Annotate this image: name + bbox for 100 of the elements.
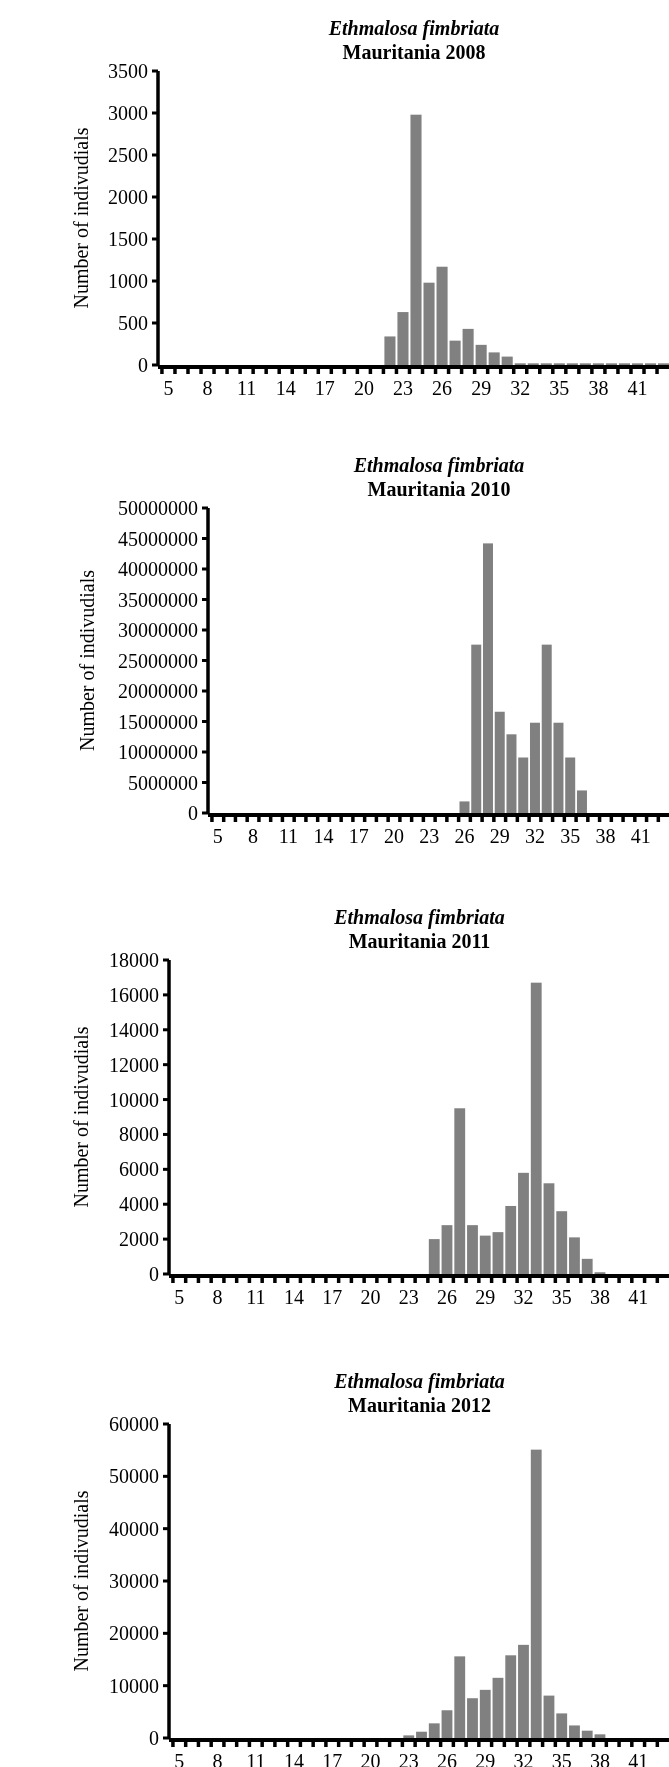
bar	[428, 1723, 440, 1738]
bar	[462, 328, 474, 365]
y-tick-label: 2500	[108, 144, 148, 166]
x-tick-label: 38	[589, 1286, 610, 1308]
y-tick-label: 20000	[109, 1622, 159, 1645]
bar	[543, 1695, 555, 1738]
y-tick-label: 8000	[119, 1123, 159, 1146]
bar	[479, 1235, 491, 1274]
y-tick-label: 25000000	[118, 649, 198, 672]
bar	[530, 1449, 542, 1738]
x-tick-label: 20	[384, 825, 405, 847]
bar	[492, 1232, 504, 1274]
y-tick-label: 4000	[119, 1193, 159, 1216]
y-tick-label: 10000000	[118, 741, 198, 763]
y-tick-label: 15000000	[118, 710, 198, 733]
chart-subtitle: Mauritania 2008	[342, 41, 486, 63]
bar	[576, 790, 587, 813]
chart-subtitle: Mauritania 2012	[348, 1394, 491, 1416]
x-tick-label: 23	[392, 377, 413, 399]
bar	[428, 1239, 440, 1274]
x-tick-label: 14	[284, 1286, 305, 1308]
y-tick-label: 18000	[109, 949, 159, 971]
bar	[505, 1655, 517, 1738]
x-tick-label: 29	[471, 377, 492, 399]
bar	[449, 340, 461, 365]
y-tick-label: 2000	[108, 186, 148, 208]
x-tick-label: 41	[628, 1286, 649, 1308]
chart-title: Ethmalosa fimbriata	[352, 454, 525, 477]
x-tick-label: 29	[475, 1286, 496, 1308]
y-tick-label: 20000000	[118, 680, 198, 702]
y-tick-label: 60000	[109, 1413, 159, 1435]
bar	[454, 1108, 466, 1274]
y-axis-title: Number of indivudials	[76, 569, 98, 752]
y-tick-label: 40000	[109, 1517, 159, 1540]
y-tick-label: 40000000	[118, 558, 198, 580]
bar	[581, 1258, 593, 1274]
x-tick-label: 17	[348, 825, 369, 847]
y-axis-title: Number of indivudials	[70, 1490, 92, 1672]
y-tick-label: 5000000	[128, 771, 198, 794]
y-tick-label: 0	[149, 1263, 159, 1285]
bar	[488, 352, 500, 365]
y-tick-label: 50000	[109, 1465, 159, 1488]
x-tick-label: 5	[174, 1286, 185, 1308]
chart-subtitle: Mauritania 2010	[367, 478, 511, 500]
x-tick-label: 35	[560, 825, 581, 847]
bar	[416, 1731, 427, 1738]
bar	[441, 1710, 453, 1738]
x-tick-label: 8	[212, 1286, 223, 1308]
bar	[492, 1677, 504, 1738]
bar	[482, 543, 493, 813]
x-tick-label: 35	[549, 377, 570, 399]
y-tick-label: 6000	[119, 1158, 159, 1181]
x-tick-label: 32	[510, 377, 531, 399]
y-tick-label: 3500	[108, 60, 148, 82]
y-tick-label: 16000	[109, 983, 159, 1006]
bar	[384, 336, 396, 365]
bar	[479, 1689, 491, 1738]
bar	[518, 1644, 529, 1738]
x-tick-label: 26	[436, 1286, 457, 1308]
x-tick-label: 26	[432, 377, 453, 399]
x-tick-label: 20	[360, 1286, 381, 1308]
x-tick-label: 23	[398, 1286, 419, 1308]
x-tick-label: 5	[163, 377, 174, 399]
bar	[403, 1735, 415, 1738]
bar	[454, 1656, 466, 1738]
chart-title: Ethmalosa fimbriata	[333, 1370, 505, 1393]
x-tick-label: 35	[551, 1286, 572, 1308]
bar	[543, 1183, 555, 1274]
bar	[569, 1725, 580, 1738]
y-tick-label: 1500	[108, 228, 148, 250]
bar	[581, 1730, 593, 1738]
x-tick-label: 17	[314, 377, 335, 399]
y-tick-label: 0	[149, 1727, 159, 1749]
y-tick-label: 14000	[109, 1018, 159, 1041]
y-tick-label: 35000000	[118, 588, 198, 611]
x-tick-label: 11	[278, 825, 298, 847]
y-tick-label: 30000	[109, 1570, 159, 1592]
bar	[467, 1225, 478, 1274]
bar	[518, 1172, 529, 1274]
y-tick-label: 50000000	[118, 497, 198, 519]
x-tick-label: 14	[313, 825, 334, 847]
y-tick-label: 1000	[108, 270, 148, 292]
y-axis-title: Number of indivudials	[70, 127, 92, 309]
bar	[459, 801, 470, 813]
x-tick-label: 20	[353, 377, 374, 399]
x-tick-label: 32	[524, 825, 545, 847]
y-tick-label: 0	[138, 354, 148, 376]
y-tick-label: 30000000	[118, 619, 198, 641]
bar	[441, 1225, 453, 1274]
x-tick-label: 11	[246, 1286, 266, 1308]
bar	[501, 356, 513, 365]
x-tick-label: 14	[275, 377, 296, 399]
bar	[556, 1211, 568, 1274]
bar	[569, 1237, 580, 1274]
x-tick-label: 38	[595, 825, 616, 847]
bar	[530, 982, 542, 1274]
y-tick-label: 12000	[109, 1053, 159, 1076]
x-tick-label: 41	[630, 825, 651, 847]
chart-subtitle: Mauritania 2011	[348, 930, 491, 952]
x-tick-label: 8	[248, 825, 259, 847]
